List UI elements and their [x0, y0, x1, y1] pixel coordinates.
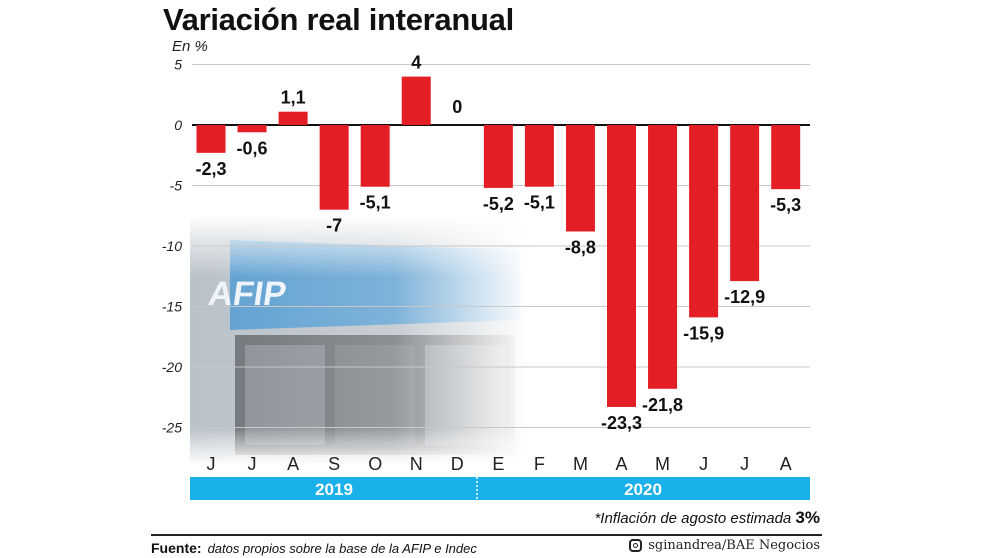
credit-text: sginandrea/BAE Negocios: [648, 538, 820, 553]
y-axis-unit: En %: [172, 38, 208, 55]
y-tick-label: 0: [174, 117, 182, 133]
source: Fuente: datos propios sobre la base de la…: [151, 540, 477, 556]
data-label: -5,2: [483, 194, 514, 214]
data-label: 0: [452, 97, 462, 117]
y-tick-label: -15: [162, 299, 182, 315]
data-label: -23,3: [601, 413, 642, 433]
x-tick-label: E: [492, 454, 504, 474]
x-tick-label: S: [328, 454, 340, 474]
data-label: -7: [326, 216, 342, 236]
x-tick-label: A: [287, 454, 299, 474]
footnote-text: *Inflación de agosto estimada: [594, 510, 792, 527]
instagram-icon: [629, 539, 643, 552]
bar: [483, 125, 513, 188]
x-tick-label: M: [573, 454, 588, 474]
bar: [401, 76, 431, 125]
x-tick-label: J: [699, 454, 708, 474]
bar: [607, 125, 636, 407]
bar: [278, 111, 308, 125]
x-tick-label: F: [534, 454, 545, 474]
x-tick-label: J: [207, 454, 216, 474]
source-text: datos propios sobre la base de la AFIP e…: [207, 541, 477, 556]
x-tick-label: D: [451, 454, 464, 474]
footnote-value: 3%: [795, 508, 820, 527]
bar: [524, 125, 554, 187]
bar: [771, 125, 801, 190]
y-tick-label: -5: [170, 178, 183, 194]
data-label: 4: [411, 53, 421, 73]
bar: [319, 125, 349, 210]
data-label: -0,6: [237, 138, 268, 158]
footer-divider: [151, 534, 822, 536]
x-tick-label: O: [368, 454, 382, 474]
x-tick-label: N: [410, 454, 423, 474]
chart-title: Variación real interanual: [163, 2, 514, 37]
y-tick-label: 5: [174, 57, 182, 73]
x-tick-label: M: [655, 454, 670, 474]
data-label: -21,8: [642, 395, 683, 415]
bar: [360, 125, 390, 187]
source-label: Fuente:: [151, 540, 202, 556]
y-tick-label: -10: [162, 238, 182, 254]
y-tick-label: -25: [162, 420, 182, 436]
x-tick-label: J: [248, 454, 257, 474]
data-label: -12,9: [724, 287, 765, 307]
y-tick-label: -20: [162, 359, 182, 375]
bar: [565, 125, 595, 232]
data-label: -8,8: [565, 237, 596, 257]
data-label: -5,1: [524, 193, 555, 213]
data-label: -15,9: [683, 323, 724, 343]
data-label: -2,3: [195, 159, 226, 179]
bar: [730, 125, 760, 282]
year-label: 2020: [624, 480, 662, 499]
bar: [237, 125, 267, 133]
year-label: 2019: [315, 480, 353, 499]
x-tick-label: J: [740, 454, 749, 474]
afip-building-photo: AFIP: [190, 215, 530, 465]
bar: [196, 125, 226, 153]
data-label: -5,1: [360, 193, 391, 213]
x-tick-label: A: [615, 454, 627, 474]
x-tick-label: A: [780, 454, 792, 474]
footnote: *Inflación de agosto estimada 3%: [594, 508, 820, 528]
data-label: -5,3: [770, 195, 801, 215]
year-band: [190, 477, 810, 500]
bar: [689, 125, 719, 318]
credit: sginandrea/BAE Negocios: [629, 538, 820, 553]
bar: [648, 125, 678, 389]
data-label: 1,1: [281, 88, 306, 108]
